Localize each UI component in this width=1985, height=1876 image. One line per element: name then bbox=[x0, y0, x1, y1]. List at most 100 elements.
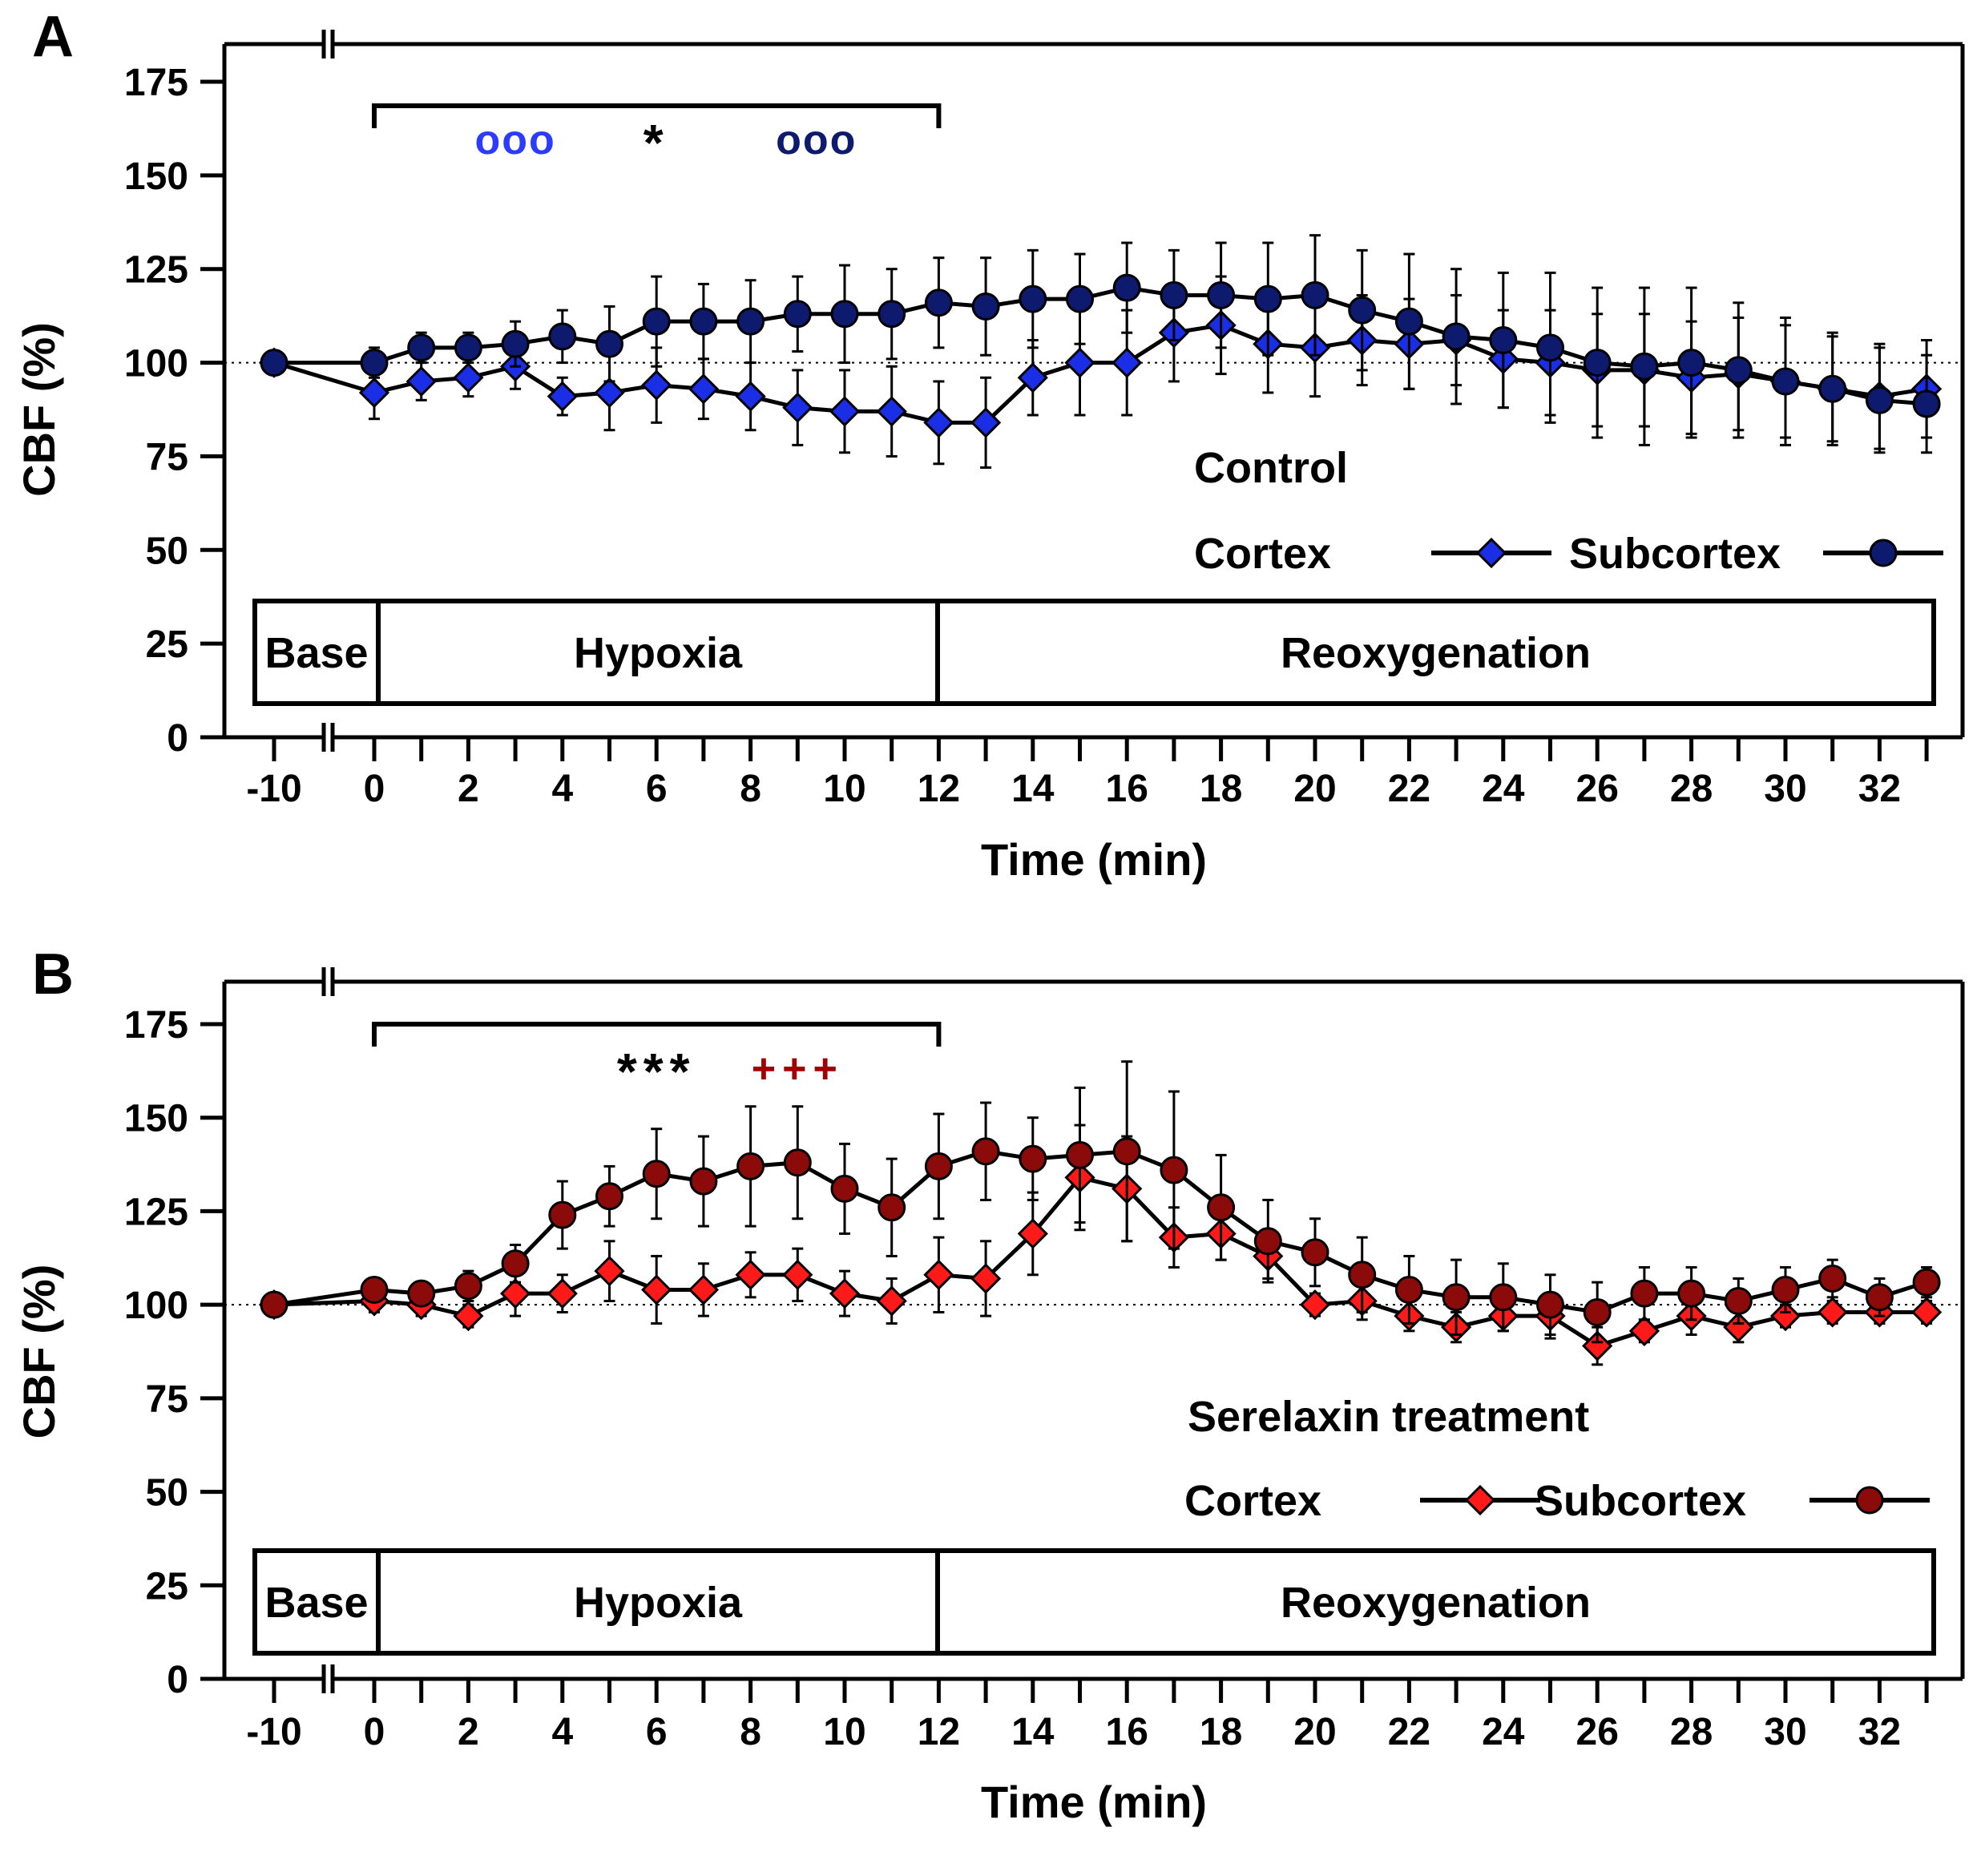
data-point-diamond bbox=[829, 396, 861, 427]
data-point-circle bbox=[548, 322, 577, 351]
data-point-circle bbox=[1583, 1297, 1612, 1326]
data-point-circle bbox=[1160, 280, 1188, 309]
x-axis-title: Time (min) bbox=[981, 834, 1207, 885]
data-point-diamond bbox=[1017, 1218, 1048, 1249]
data-point-circle bbox=[1536, 333, 1564, 362]
data-point-circle bbox=[1865, 1283, 1894, 1312]
x-tick-label: 30 bbox=[1764, 768, 1806, 810]
data-point-diamond bbox=[547, 1278, 578, 1309]
data-point-circle bbox=[1912, 389, 1941, 418]
data-point-circle bbox=[1630, 352, 1659, 381]
y-tick-label: 0 bbox=[167, 1659, 188, 1701]
data-point-circle bbox=[878, 1193, 906, 1222]
phase-box-base bbox=[252, 1548, 381, 1656]
x-tick-label: 6 bbox=[646, 1711, 668, 1753]
data-point-diamond bbox=[453, 362, 484, 393]
y-tick-label: 175 bbox=[124, 62, 188, 104]
data-point-diamond bbox=[829, 1278, 861, 1309]
legend-title: Control bbox=[1194, 444, 1348, 492]
x-tick-label: 14 bbox=[1011, 1711, 1055, 1753]
y-tick-label: 75 bbox=[146, 436, 188, 478]
data-point-circle bbox=[1112, 273, 1141, 302]
legend-marker-circle bbox=[1869, 539, 1898, 567]
x-tick-label: 20 bbox=[1293, 768, 1336, 810]
x-tick-label: 24 bbox=[1482, 1711, 1525, 1753]
data-point-circle bbox=[260, 1290, 288, 1319]
data-point-circle bbox=[1724, 1286, 1753, 1315]
data-point-diamond bbox=[923, 407, 954, 438]
data-point-circle bbox=[1536, 1290, 1564, 1319]
data-point-circle bbox=[501, 329, 530, 358]
data-point-diamond bbox=[970, 1263, 1002, 1294]
data-point-diamond bbox=[735, 1259, 766, 1290]
x-tick-label: 2 bbox=[458, 768, 479, 810]
x-tick-label: 22 bbox=[1388, 768, 1430, 810]
data-point-circle bbox=[1818, 1264, 1847, 1293]
data-point-diamond bbox=[1299, 1289, 1331, 1321]
data-point-diamond bbox=[405, 365, 437, 397]
x-tick-label: 10 bbox=[823, 768, 865, 810]
data-point-circle bbox=[1771, 1275, 1800, 1304]
data-point-diamond bbox=[641, 1274, 672, 1305]
data-point-circle bbox=[642, 1160, 671, 1188]
x-tick-label: 0 bbox=[364, 1711, 385, 1753]
y-tick-label: 50 bbox=[146, 530, 188, 572]
series-subcortex bbox=[260, 234, 1941, 454]
data-point-circle bbox=[1253, 284, 1282, 313]
data-point-circle bbox=[1112, 1137, 1141, 1166]
x-tick-label: 32 bbox=[1858, 768, 1901, 810]
data-point-circle bbox=[1207, 1193, 1236, 1222]
data-point-circle bbox=[1489, 326, 1518, 355]
legend: Serelaxin treatment Cortex Subcortex bbox=[1184, 1393, 1930, 1525]
legend-label: Subcortex bbox=[1535, 1477, 1746, 1525]
x-tick-label: 26 bbox=[1576, 1711, 1619, 1753]
data-point-diamond bbox=[594, 377, 625, 409]
data-point-circle bbox=[1301, 1238, 1329, 1267]
data-point-circle bbox=[360, 349, 389, 377]
data-point-circle bbox=[1019, 284, 1047, 313]
data-point-diamond bbox=[1017, 362, 1048, 393]
data-point-diamond bbox=[1112, 347, 1143, 378]
data-point-diamond bbox=[1817, 1297, 1848, 1328]
data-point-circle bbox=[1301, 280, 1329, 309]
x-tick-label: 24 bbox=[1482, 768, 1525, 810]
data-point-circle bbox=[783, 1148, 812, 1177]
x-tick-label: 0 bbox=[364, 768, 385, 810]
y-tick-label: 50 bbox=[146, 1472, 188, 1515]
y-axis-title: CBF (%) bbox=[14, 1265, 64, 1439]
legend-label: Subcortex bbox=[1569, 530, 1781, 578]
data-point-circle bbox=[689, 307, 718, 336]
data-point-circle bbox=[878, 300, 906, 329]
legend-title: Serelaxin treatment bbox=[1188, 1393, 1589, 1441]
data-point-circle bbox=[1912, 1268, 1941, 1297]
data-point-circle bbox=[1066, 284, 1094, 313]
phase-label: Hypoxia bbox=[574, 629, 743, 677]
data-point-circle bbox=[1677, 349, 1706, 377]
data-point-circle bbox=[830, 300, 859, 329]
hypoxia-bracket bbox=[372, 1022, 942, 1047]
x-tick-label: 4 bbox=[551, 768, 573, 810]
data-point-circle bbox=[1394, 307, 1423, 336]
x-tick-label: 22 bbox=[1388, 1711, 1430, 1753]
data-point-diamond bbox=[923, 1259, 954, 1290]
data-point-diamond bbox=[499, 1278, 531, 1309]
y-tick-label: 125 bbox=[124, 249, 188, 292]
data-point-diamond bbox=[1769, 1301, 1801, 1332]
data-point-diamond bbox=[688, 373, 720, 405]
x-tick-label: 18 bbox=[1200, 768, 1242, 810]
phase-label: Reoxygenation bbox=[1281, 629, 1591, 677]
data-point-circle bbox=[689, 1167, 718, 1196]
x-tick-label: 28 bbox=[1670, 1711, 1713, 1753]
data-point-circle bbox=[548, 1200, 577, 1229]
phase-label: Base bbox=[264, 629, 368, 677]
y-tick-label: 25 bbox=[146, 623, 188, 666]
data-point-diamond bbox=[1628, 1315, 1660, 1346]
data-point-diamond bbox=[453, 1301, 484, 1332]
data-point-diamond bbox=[1582, 1330, 1613, 1362]
y-tick-label: 25 bbox=[146, 1565, 188, 1608]
data-point-diamond bbox=[1064, 347, 1095, 378]
data-point-circle bbox=[1019, 1144, 1047, 1173]
data-point-diamond bbox=[594, 1256, 625, 1287]
x-tick-label: 6 bbox=[646, 768, 668, 810]
